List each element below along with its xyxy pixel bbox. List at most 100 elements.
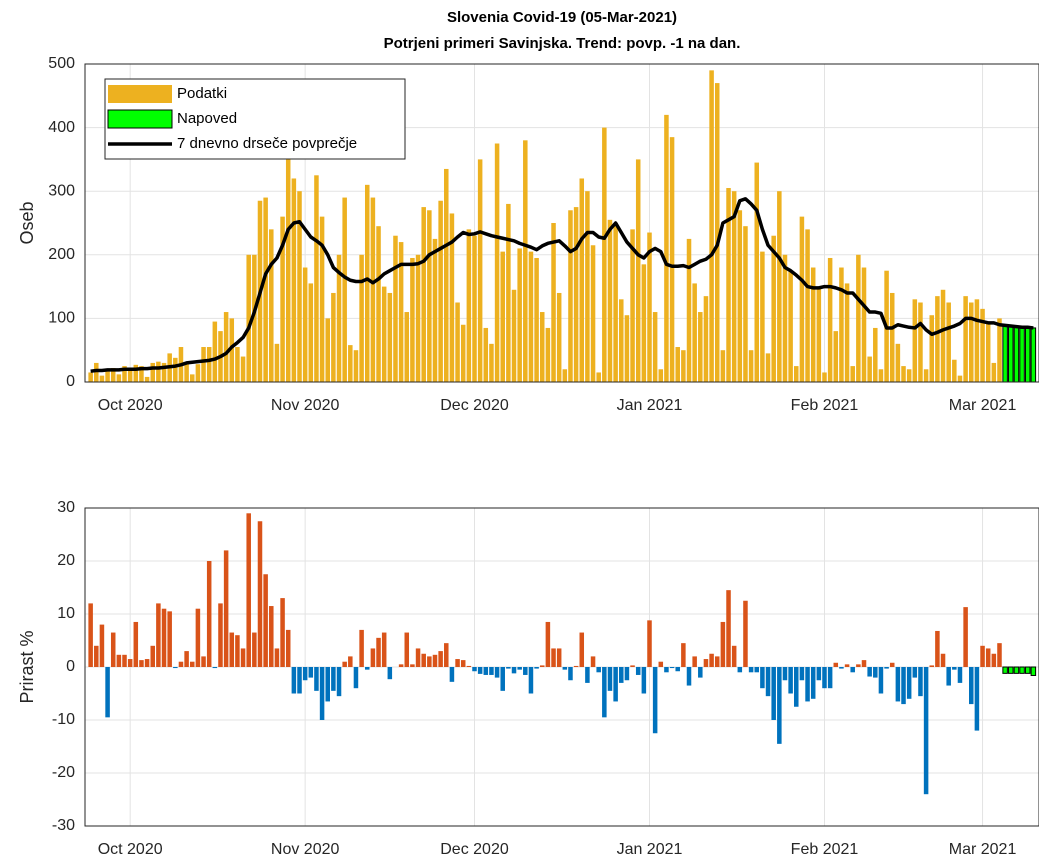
bar bbox=[517, 248, 522, 382]
x-tick-label: Mar 2021 bbox=[949, 841, 1017, 858]
bar bbox=[1002, 324, 1008, 382]
bar bbox=[184, 362, 189, 382]
x-tick-label: Feb 2021 bbox=[791, 841, 859, 858]
bar bbox=[940, 653, 946, 667]
bar bbox=[161, 362, 167, 382]
bar bbox=[957, 375, 963, 382]
bar bbox=[223, 312, 229, 382]
bar bbox=[906, 667, 912, 699]
y-tick-label: -10 bbox=[52, 711, 75, 728]
bar bbox=[415, 254, 421, 382]
bar bbox=[325, 318, 330, 382]
bar bbox=[291, 667, 297, 694]
bar bbox=[483, 667, 489, 675]
bar bbox=[308, 667, 314, 678]
bar bbox=[246, 254, 251, 382]
bar bbox=[771, 235, 776, 382]
bar bbox=[963, 296, 968, 382]
bar bbox=[122, 654, 127, 667]
bar bbox=[189, 374, 195, 382]
x-tick-label: Feb 2021 bbox=[791, 397, 859, 414]
bar bbox=[974, 667, 980, 731]
bar bbox=[698, 667, 703, 678]
bar bbox=[861, 660, 867, 667]
bar bbox=[810, 667, 816, 699]
bar bbox=[229, 632, 235, 667]
bar bbox=[602, 667, 607, 718]
bar bbox=[139, 660, 144, 667]
bar bbox=[652, 312, 658, 382]
bar bbox=[1008, 666, 1014, 674]
bar bbox=[410, 257, 415, 382]
x-tick-label: Nov 2020 bbox=[271, 841, 340, 858]
bar bbox=[630, 229, 635, 382]
bar bbox=[432, 654, 438, 667]
bar bbox=[777, 667, 782, 744]
bar bbox=[731, 191, 737, 382]
bar bbox=[201, 347, 206, 382]
bar bbox=[590, 245, 596, 382]
bar bbox=[658, 369, 664, 382]
bar bbox=[974, 299, 980, 382]
bar bbox=[432, 238, 438, 382]
bar bbox=[602, 127, 607, 382]
bar bbox=[246, 513, 251, 667]
bar bbox=[133, 364, 139, 382]
bar bbox=[110, 632, 116, 667]
bar bbox=[856, 664, 861, 667]
bar bbox=[777, 191, 782, 382]
bar bbox=[675, 667, 680, 672]
bar bbox=[799, 216, 805, 382]
bar bbox=[144, 659, 150, 667]
bar bbox=[906, 369, 912, 382]
bar bbox=[952, 359, 957, 382]
bar bbox=[449, 667, 455, 682]
bar bbox=[895, 667, 901, 702]
bar bbox=[500, 251, 505, 382]
bar bbox=[619, 667, 624, 683]
bar bbox=[195, 364, 201, 382]
bar bbox=[223, 550, 229, 667]
bar bbox=[523, 140, 528, 382]
bar bbox=[252, 254, 257, 382]
bar bbox=[805, 667, 810, 702]
bar bbox=[726, 188, 731, 382]
bar bbox=[562, 667, 568, 670]
bar bbox=[302, 267, 308, 382]
bar bbox=[421, 653, 426, 667]
axes-box bbox=[84, 507, 1039, 827]
axes-box bbox=[84, 63, 1039, 383]
bar bbox=[573, 665, 579, 667]
bar bbox=[692, 656, 697, 667]
bar bbox=[212, 321, 218, 382]
bar bbox=[579, 632, 585, 667]
bar bbox=[455, 302, 460, 382]
bar bbox=[698, 312, 703, 382]
bar bbox=[206, 347, 212, 382]
bar bbox=[624, 315, 630, 382]
bar bbox=[562, 369, 568, 382]
bar bbox=[556, 648, 562, 667]
bar bbox=[280, 598, 285, 667]
bar bbox=[1013, 666, 1020, 674]
bar bbox=[918, 302, 923, 382]
legend-swatch bbox=[108, 85, 172, 103]
x-tick-label: Dec 2020 bbox=[440, 397, 509, 414]
bar bbox=[669, 667, 675, 669]
x-tick-label: Jan 2021 bbox=[617, 397, 683, 414]
bar bbox=[235, 347, 240, 382]
bar bbox=[173, 667, 178, 669]
bar bbox=[212, 667, 218, 669]
bar bbox=[573, 207, 579, 382]
x-tick-label: Mar 2021 bbox=[949, 397, 1017, 414]
bar bbox=[94, 645, 99, 667]
y-tick-label: 10 bbox=[57, 605, 75, 622]
chart-subtitle: Potrjeni primeri Savinjska. Trend: povp.… bbox=[384, 35, 741, 52]
x-tick-label: Oct 2020 bbox=[98, 397, 163, 414]
bar bbox=[647, 620, 652, 667]
bar bbox=[489, 667, 494, 675]
bar bbox=[427, 656, 432, 667]
bar bbox=[415, 648, 421, 667]
bar bbox=[647, 232, 652, 382]
bar bbox=[336, 667, 342, 697]
